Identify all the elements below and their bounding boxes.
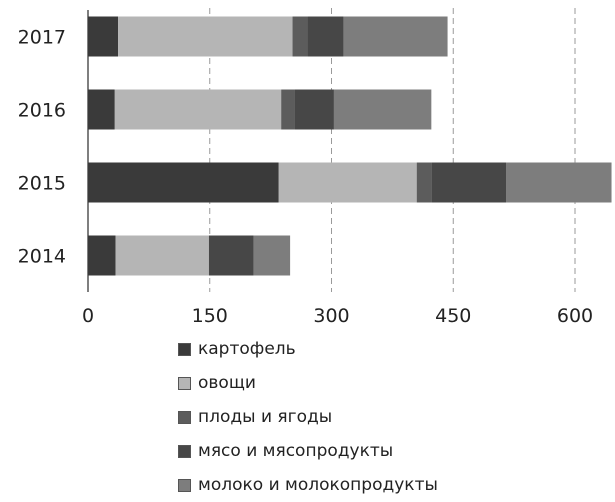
legend-label-milk: молоко и молокопродукты [198, 475, 438, 495]
y-tick-label-2014: 2014 [18, 246, 66, 268]
legend-item-vegetables: овощи [178, 366, 438, 400]
legend-swatch-vegetables [178, 376, 191, 390]
legend-item-potato: картофель [178, 332, 438, 366]
bar-2016-series-4 [333, 89, 432, 130]
y-tick-label-2016: 2016 [18, 100, 66, 122]
bar-2014-series-0 [88, 235, 116, 276]
legend-swatch-fruits [178, 410, 191, 424]
legend-swatch-potato [178, 342, 191, 356]
bar-2016-series-1 [114, 89, 282, 130]
bar-2015-series-4 [506, 162, 612, 203]
bar-2014-series-4 [253, 235, 291, 276]
bar-2014-series-1 [115, 235, 209, 276]
y-tick-label-2015: 2015 [18, 173, 66, 195]
x-tick-label-600: 600 [557, 305, 593, 327]
legend-swatch-meat [178, 444, 191, 458]
x-tick-label-150: 150 [192, 305, 228, 327]
y-tick-label-2017: 2017 [18, 27, 66, 49]
bar-2016-series-2 [281, 89, 295, 130]
bar-2015-series-1 [278, 162, 417, 203]
bar-2014-series-3 [208, 235, 254, 276]
legend: картофель овощи плоды и ягоды мясо и мяс… [178, 332, 438, 502]
legend-item-fruits: плоды и ягоды [178, 400, 438, 434]
bar-2015-series-0 [88, 162, 279, 203]
bar-2016-series-3 [294, 89, 334, 130]
legend-label-fruits: плоды и ягоды [198, 407, 333, 427]
legend-label-meat: мясо и мясопродукты [198, 441, 394, 461]
bar-2017-series-4 [343, 16, 448, 57]
legend-swatch-milk [178, 478, 191, 492]
x-tick-label-0: 0 [82, 305, 94, 327]
bar-2015-series-2 [416, 162, 432, 203]
bar-2017-series-0 [88, 16, 119, 57]
legend-item-milk: молоко и молокопродукты [178, 468, 438, 502]
x-tick-label-450: 450 [435, 305, 471, 327]
bar-2017-series-2 [292, 16, 308, 57]
x-tick-label-300: 300 [313, 305, 349, 327]
bar-2015-series-3 [431, 162, 507, 203]
bar-2016-series-0 [88, 89, 115, 130]
stacked-bar-plot: 2017 2016 2015 2014 0 150 300 450 600 [18, 8, 612, 327]
legend-item-meat: мясо и мясопродукты [178, 434, 438, 468]
bar-2017-series-1 [118, 16, 293, 57]
legend-label-vegetables: овощи [198, 373, 256, 393]
bar-2017-series-3 [307, 16, 344, 57]
legend-label-potato: картофель [198, 339, 296, 359]
